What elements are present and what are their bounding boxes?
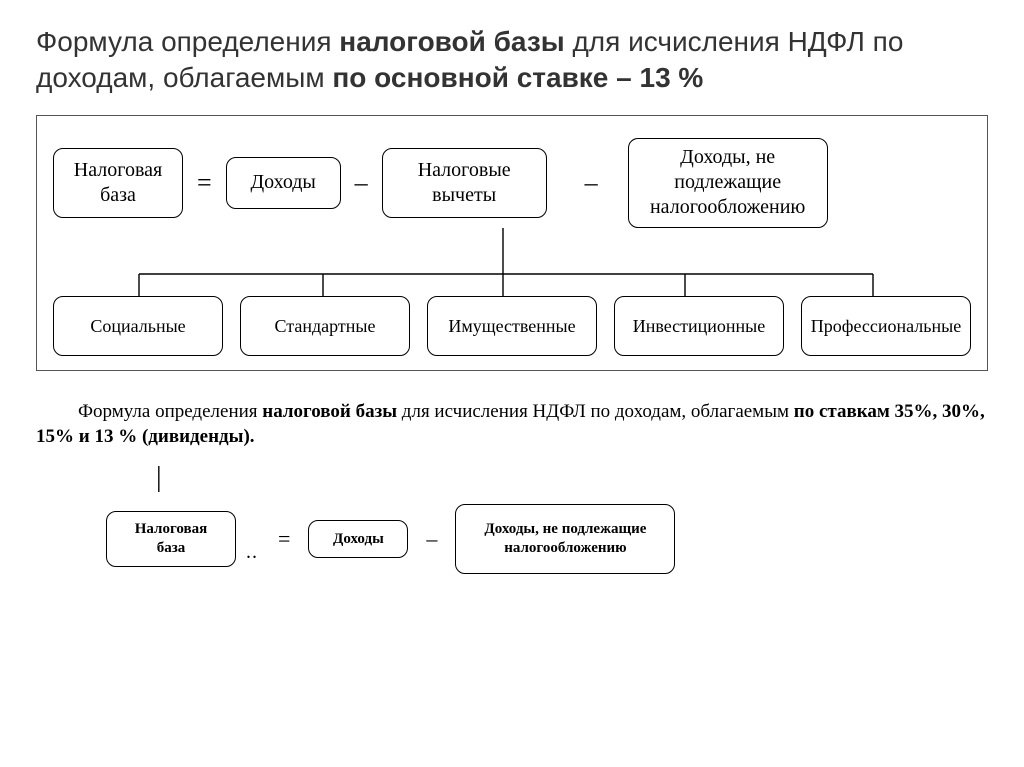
sub-p1: Формула определения — [78, 401, 262, 422]
title-p4: по основной ставке – 13 % — [332, 62, 703, 93]
box-property: Имущественные — [427, 296, 597, 356]
box-income: Доходы — [226, 157, 341, 209]
connector-svg — [53, 228, 963, 296]
title-p2: налоговой базы — [339, 26, 572, 57]
box-standard: Стандартные — [240, 296, 410, 356]
box-deductions: Налоговые вычеты — [382, 148, 547, 218]
text-cursor: | — [156, 462, 988, 494]
box-professional: Профессиональные — [801, 296, 971, 356]
dots: .. — [242, 541, 260, 564]
op-equals: = — [191, 168, 218, 198]
op2-equals: = — [266, 526, 302, 552]
box-social: Социальные — [53, 296, 223, 356]
tree-connectors — [53, 256, 971, 296]
box-nontaxable: Доходы, не подлежащие налогообложению — [628, 138, 828, 228]
box-investment: Инвестиционные — [614, 296, 784, 356]
sub-p3: для исчисления НДФЛ по доходам, облагаем… — [397, 401, 794, 422]
formula-panel: Налоговая база = Доходы – Налоговые выче… — [36, 115, 988, 371]
box2-income: Доходы — [308, 520, 408, 558]
formula-row-2: Налоговая база .. = Доходы – Доходы, не … — [106, 504, 988, 574]
box2-tax-base: Налоговая база — [106, 511, 236, 567]
deduction-types-row: Социальные Стандартные Имущественные Инв… — [47, 296, 977, 356]
box2-nontaxable: Доходы, не подлежащие налогообложению — [455, 504, 675, 574]
op2-minus: – — [414, 526, 449, 552]
subtitle: Формула определения налоговой базы для и… — [36, 399, 988, 450]
op-minus-1: – — [349, 168, 374, 198]
title-p1: Формула определения — [36, 26, 339, 57]
page-title: Формула определения налоговой базы для и… — [36, 24, 988, 97]
op-minus-2: – — [579, 168, 604, 198]
sub-p2: налоговой базы — [262, 401, 397, 422]
box-tax-base: Налоговая база — [53, 148, 183, 218]
